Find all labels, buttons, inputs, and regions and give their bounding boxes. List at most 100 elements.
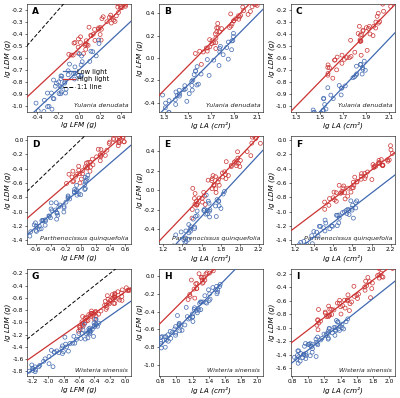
Point <box>98 146 104 153</box>
Point <box>334 66 340 73</box>
Point <box>182 82 188 89</box>
Point <box>346 211 352 218</box>
Point <box>76 163 82 170</box>
Point <box>102 152 108 158</box>
Point <box>172 232 179 238</box>
Point <box>125 128 132 135</box>
Point <box>119 4 125 11</box>
Point <box>220 174 226 180</box>
Point <box>212 45 219 52</box>
Point <box>188 277 194 283</box>
Point <box>70 52 76 59</box>
Point <box>174 248 180 255</box>
Point <box>33 223 40 229</box>
Point <box>209 185 215 192</box>
Point <box>63 199 69 205</box>
Point <box>90 31 96 37</box>
Point <box>224 253 230 259</box>
Point <box>252 230 258 237</box>
Point <box>218 249 224 255</box>
Point <box>354 71 360 77</box>
Point <box>114 295 121 302</box>
Point <box>28 228 34 235</box>
Point <box>76 324 83 330</box>
Point <box>72 173 79 179</box>
Y-axis label: lg LFM (g): lg LFM (g) <box>136 304 143 340</box>
Point <box>372 163 379 170</box>
Point <box>191 286 197 292</box>
Point <box>87 159 94 166</box>
Point <box>54 210 60 217</box>
Point <box>93 316 99 323</box>
Point <box>235 240 242 247</box>
Point <box>233 158 239 164</box>
Point <box>182 322 188 328</box>
Point <box>322 199 328 205</box>
Point <box>192 50 198 57</box>
Point <box>384 157 391 163</box>
Point <box>354 292 360 298</box>
Point <box>111 293 118 299</box>
Point <box>66 196 73 202</box>
Point <box>193 307 199 314</box>
Point <box>372 25 379 31</box>
Point <box>89 326 96 332</box>
Point <box>86 24 92 30</box>
Point <box>81 321 88 327</box>
Point <box>247 8 254 15</box>
Point <box>251 1 258 8</box>
Point <box>225 252 231 258</box>
Legend: Low light, High light, 1:1 line: Low light, High light, 1:1 line <box>62 67 111 92</box>
Point <box>313 353 319 360</box>
Point <box>202 277 208 283</box>
Point <box>196 195 202 201</box>
X-axis label: lg LFM (g): lg LFM (g) <box>61 254 97 261</box>
Point <box>242 228 248 234</box>
Y-axis label: lg LFM (g): lg LFM (g) <box>136 40 143 76</box>
Point <box>123 124 129 131</box>
Point <box>65 68 71 74</box>
Point <box>109 15 115 21</box>
Point <box>316 223 322 230</box>
Point <box>126 287 132 293</box>
Point <box>367 295 374 301</box>
Point <box>217 43 224 50</box>
Point <box>200 189 207 195</box>
Point <box>94 323 101 330</box>
Point <box>86 326 92 332</box>
Point <box>306 341 312 347</box>
Point <box>215 179 221 185</box>
Point <box>356 23 362 29</box>
Point <box>370 164 377 171</box>
Point <box>82 316 89 322</box>
Point <box>330 75 336 81</box>
Point <box>240 8 247 14</box>
Point <box>325 335 332 341</box>
Point <box>189 215 195 221</box>
Point <box>331 197 338 203</box>
Point <box>216 203 222 209</box>
Point <box>353 63 360 69</box>
Point <box>325 62 331 68</box>
Point <box>93 322 100 328</box>
Point <box>326 325 332 332</box>
X-axis label: lg LFM (g): lg LFM (g) <box>61 386 97 393</box>
Point <box>342 305 348 311</box>
Point <box>50 77 57 83</box>
Point <box>308 343 314 349</box>
Point <box>78 62 84 68</box>
Point <box>258 205 264 212</box>
Point <box>87 164 94 170</box>
Point <box>255 223 261 230</box>
Point <box>80 167 86 174</box>
Point <box>324 331 330 337</box>
Point <box>165 246 171 253</box>
Point <box>83 177 89 183</box>
Point <box>124 123 131 130</box>
Point <box>176 87 182 94</box>
Point <box>56 349 62 356</box>
Point <box>348 53 354 60</box>
Point <box>235 13 242 19</box>
Point <box>115 9 122 16</box>
Point <box>358 170 365 177</box>
